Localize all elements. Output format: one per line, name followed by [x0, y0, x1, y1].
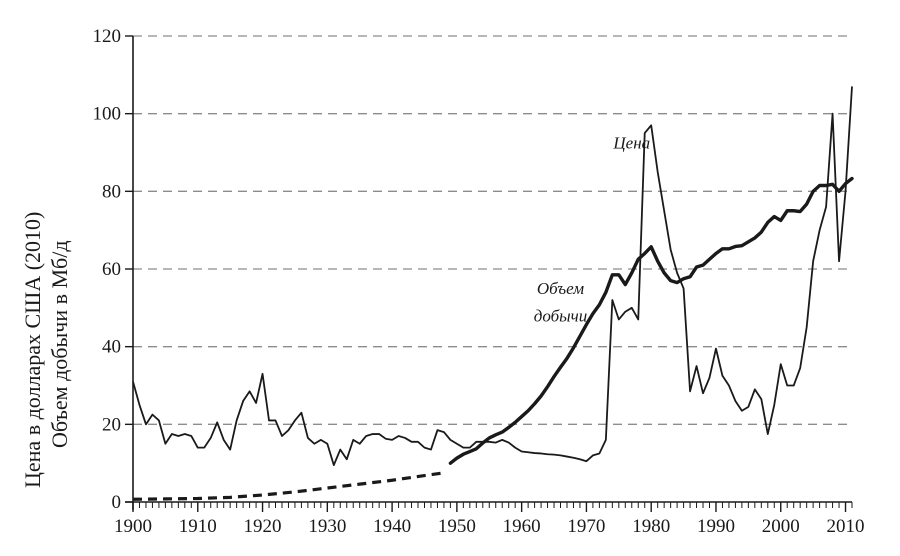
x-axis-ticks: 1900 1910 1920 1930 1940 1950 1960 1970 1980 1990…: [114, 502, 865, 537]
x-tick-label: 1980: [632, 516, 670, 537]
y-axis-label-production: Объем добычи в Мб/д: [47, 240, 72, 448]
x-tick-label: 2000: [762, 516, 800, 537]
y-tick-label: 80: [102, 181, 121, 202]
x-tick-label: 1940: [373, 516, 411, 537]
y-axis-ticks: 0 20 40 60 80 100 120: [93, 26, 133, 513]
annotations: Цена Объем добычи: [534, 134, 650, 326]
y-tick-label: 40: [102, 337, 121, 358]
y-axis-label-price: Цена в долларах США (2010): [20, 211, 45, 488]
x-tick-label: 1950: [438, 516, 476, 537]
y-tick-label: 120: [93, 26, 122, 47]
production-line: [448, 176, 854, 465]
annotation-price: Цена: [612, 134, 650, 153]
x-tick-label: 1910: [179, 516, 217, 537]
y-tick-label: 20: [102, 414, 121, 435]
x-tick-label: 1930: [308, 516, 346, 537]
y-tick-label: 0: [112, 492, 122, 513]
annotation-production: добычи: [534, 306, 588, 325]
gridlines: [133, 35, 852, 425]
annotation-production: Объем: [537, 279, 584, 298]
x-tick-label: 1970: [567, 516, 605, 537]
x-tick-label: 2010: [827, 516, 865, 537]
y-tick-label: 100: [93, 104, 122, 125]
series-lines: [132, 86, 854, 501]
axes: [125, 36, 852, 510]
y-tick-label: 60: [102, 259, 121, 280]
x-tick-label: 1920: [244, 516, 282, 537]
x-tick-label: 1900: [114, 516, 152, 537]
production-line-estimated: [132, 471, 445, 501]
x-tick-label: 1990: [697, 516, 735, 537]
price-line: [132, 86, 853, 467]
x-tick-label: 1960: [503, 516, 541, 537]
